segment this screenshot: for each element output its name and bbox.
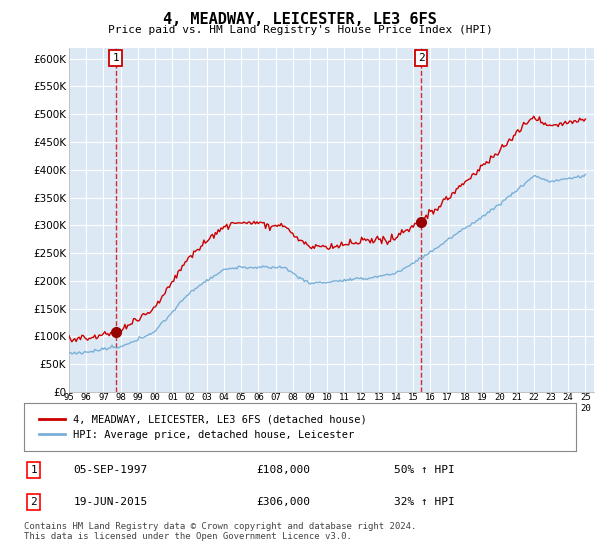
Text: 1: 1 xyxy=(112,53,119,63)
Text: 4, MEADWAY, LEICESTER, LE3 6FS: 4, MEADWAY, LEICESTER, LE3 6FS xyxy=(163,12,437,27)
Text: Contains HM Land Registry data © Crown copyright and database right 2024.
This d: Contains HM Land Registry data © Crown c… xyxy=(24,522,416,542)
Text: 05-SEP-1997: 05-SEP-1997 xyxy=(74,465,148,475)
Text: £306,000: £306,000 xyxy=(256,497,310,507)
Text: 2: 2 xyxy=(31,497,37,507)
Text: 19-JUN-2015: 19-JUN-2015 xyxy=(74,497,148,507)
Text: 50% ↑ HPI: 50% ↑ HPI xyxy=(394,465,455,475)
Text: £108,000: £108,000 xyxy=(256,465,310,475)
Text: 32% ↑ HPI: 32% ↑ HPI xyxy=(394,497,455,507)
Text: 1: 1 xyxy=(31,465,37,475)
Text: 2: 2 xyxy=(418,53,425,63)
Text: Price paid vs. HM Land Registry's House Price Index (HPI): Price paid vs. HM Land Registry's House … xyxy=(107,25,493,35)
Legend: 4, MEADWAY, LEICESTER, LE3 6FS (detached house), HPI: Average price, detached ho: 4, MEADWAY, LEICESTER, LE3 6FS (detached… xyxy=(35,410,371,444)
